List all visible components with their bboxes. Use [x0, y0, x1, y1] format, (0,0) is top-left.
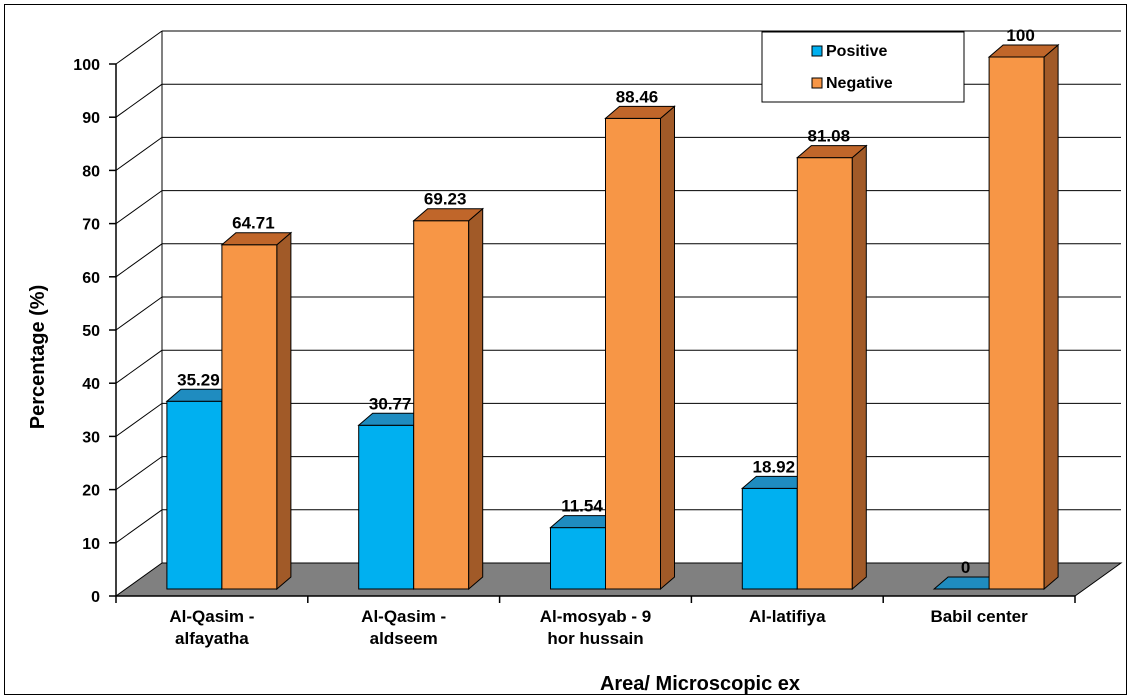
- data-label: 88.46: [616, 87, 659, 106]
- data-label: 69.23: [424, 190, 467, 209]
- x-tick-label: Al-Qasim -alfayatha: [169, 607, 254, 648]
- bar-negative: [220, 231, 293, 591]
- y-tick-label: 90: [82, 110, 100, 127]
- data-label: 11.54: [561, 497, 603, 516]
- y-tick-label: 100: [73, 57, 100, 74]
- side-gridline: [115, 243, 163, 278]
- data-label: 18.92: [753, 457, 796, 476]
- data-label: 81.08: [808, 127, 851, 146]
- bar-front: [358, 424, 415, 590]
- bar-front: [221, 244, 278, 590]
- bar-top: [987, 44, 1060, 58]
- y-tick-label: 80: [82, 163, 100, 180]
- bar-side: [851, 144, 867, 591]
- bar-side: [660, 105, 675, 591]
- bar-front: [988, 56, 1045, 590]
- y-tick-label: 40: [82, 376, 100, 393]
- side-gridline: [115, 190, 163, 225]
- bar-front: [166, 400, 223, 590]
- y-tick-label: 50: [82, 323, 100, 340]
- y-tick-label: 10: [82, 536, 100, 553]
- y-tick-label: 60: [82, 270, 100, 287]
- bar-front: [741, 487, 798, 590]
- data-label: 100: [1006, 26, 1034, 45]
- bar-negative: [604, 105, 676, 591]
- bar-front: [605, 117, 661, 590]
- x-tick-label: Al-latifiya: [749, 607, 826, 626]
- side-gridline: [115, 349, 163, 384]
- legend-label: Negative: [826, 75, 893, 92]
- side-gridline: [115, 509, 163, 544]
- bar-side: [276, 231, 292, 591]
- y-tick-label: 0: [91, 589, 100, 606]
- bar-front: [796, 157, 853, 590]
- side-gridline: [115, 30, 163, 65]
- y-axis-title: Percentage (%): [27, 285, 49, 430]
- side-gridline: [115, 136, 163, 171]
- axes: 0 10 20 30 40 50 60 70 80 90 100 Al-Qasim -alfayath…: [73, 57, 1076, 648]
- bar-top: [412, 208, 485, 222]
- bar-side: [1043, 43, 1059, 591]
- bar-side: [468, 207, 484, 591]
- side-gridline: [115, 296, 163, 331]
- y-tick-label: 30: [82, 429, 100, 446]
- data-label: 64.71: [232, 214, 275, 233]
- legend-swatch: [811, 77, 823, 89]
- bar-top: [795, 145, 868, 159]
- bar-negative: [987, 43, 1060, 591]
- legend-box: [761, 31, 965, 103]
- bar-top: [604, 105, 676, 119]
- data-label: 0: [961, 558, 970, 577]
- bar-front: [413, 220, 470, 590]
- legend-label: Positive: [826, 43, 887, 60]
- legend-swatch: [811, 45, 823, 57]
- bar-top: [220, 232, 293, 246]
- legend[interactable]: Positive Negative: [761, 31, 965, 103]
- y-tick-label: 20: [82, 483, 100, 500]
- side-gridline: [115, 402, 163, 437]
- data-labels: 35.29 64.71 30.77 69.23 11.54 88.46 18.92 81.08…: [177, 26, 1035, 577]
- x-tick-label: Al-mosyab - 9 hor hussain: [540, 607, 651, 648]
- data-label: 30.77: [369, 394, 412, 413]
- bar-negative: [412, 207, 485, 591]
- x-axis-title: Area/ Microscopic ex: [600, 673, 800, 695]
- x-tick-label: Al-Qasim -aldseem: [361, 607, 446, 648]
- y-tick-label: 70: [82, 217, 100, 234]
- x-tick-label: Babil center: [930, 607, 1028, 626]
- data-label: 35.29: [177, 370, 220, 389]
- bar-negative: [795, 144, 868, 591]
- side-gridline: [115, 456, 163, 491]
- bar-group: [165, 43, 1060, 591]
- side-gridline: [115, 83, 163, 118]
- bar-front: [550, 527, 606, 590]
